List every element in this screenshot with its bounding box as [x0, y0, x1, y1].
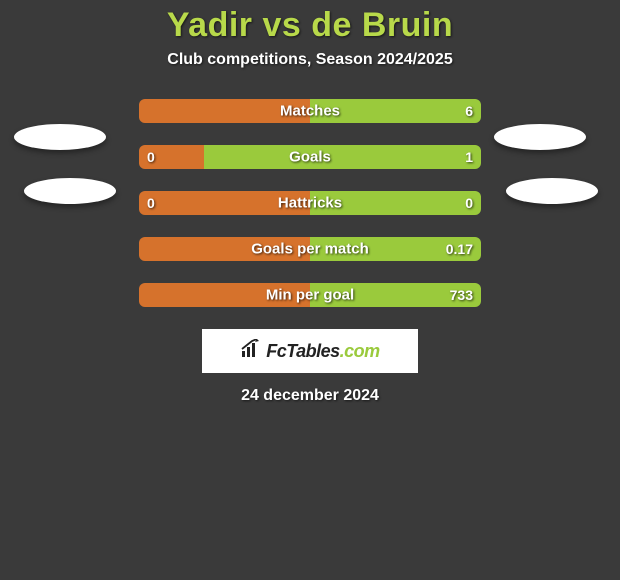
bar-right: [204, 145, 481, 169]
chart-icon: [240, 339, 262, 364]
value-right: 733: [450, 287, 473, 303]
side-ellipse-3: [506, 178, 598, 204]
value-right: 1: [465, 149, 473, 165]
logo-text: FcTables.com: [266, 341, 379, 362]
logo-text-domain: .com: [340, 341, 380, 361]
value-right: 0.17: [446, 241, 473, 257]
stat-label: Goals per match: [251, 241, 369, 258]
stat-label: Matches: [280, 103, 340, 120]
comparison-infographic: Yadir vs de Bruin Club competitions, Sea…: [0, 0, 620, 580]
value-right: 0: [465, 195, 473, 211]
value-left: 0: [147, 195, 155, 211]
page-title: Yadir vs de Bruin: [0, 6, 620, 45]
stat-row-min-per-goal: 733 Min per goal: [139, 283, 481, 307]
date-label: 24 december 2024: [0, 387, 620, 405]
logo-box: FcTables.com: [202, 329, 418, 373]
stat-label: Goals: [289, 149, 331, 166]
side-ellipse-1: [24, 178, 116, 204]
stat-row-goals: 0 1 Goals: [139, 145, 481, 169]
logo-text-main: FcTables: [266, 341, 339, 361]
stat-row-hattricks: 0 0 Hattricks: [139, 191, 481, 215]
value-right: 6: [465, 103, 473, 119]
value-left: 0: [147, 149, 155, 165]
page-subtitle: Club competitions, Season 2024/2025: [0, 51, 620, 69]
stat-row-matches: 6 Matches: [139, 99, 481, 123]
stat-label: Hattricks: [278, 195, 342, 212]
side-ellipse-0: [14, 124, 106, 150]
stat-row-goals-per-match: 0.17 Goals per match: [139, 237, 481, 261]
stat-label: Min per goal: [266, 287, 354, 304]
side-ellipse-2: [494, 124, 586, 150]
